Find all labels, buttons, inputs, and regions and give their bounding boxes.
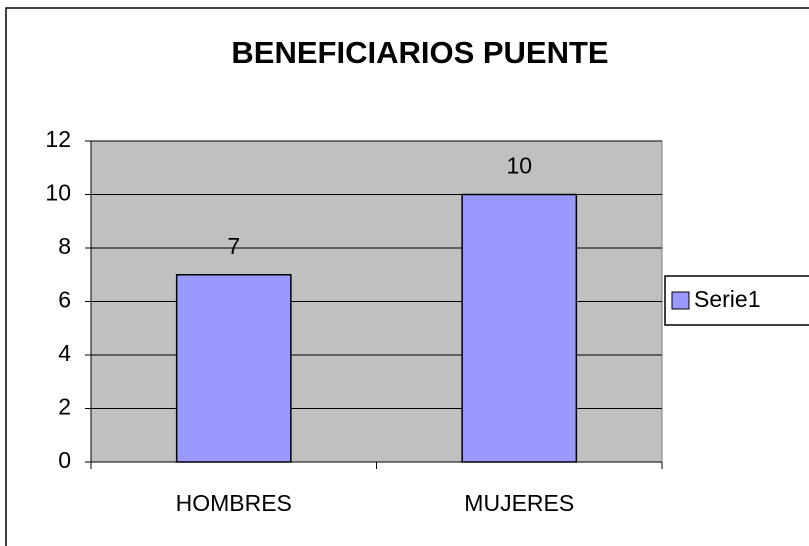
y-tick-label: 8 — [58, 233, 71, 259]
bar — [461, 193, 578, 463]
y-tick-label: 4 — [58, 340, 71, 366]
x-tick-label: HOMBRES — [176, 490, 292, 516]
x-tick-label: MUJERES — [464, 490, 574, 516]
data-label: 10 — [506, 153, 532, 179]
bar — [175, 274, 292, 463]
y-tick-label: 12 — [45, 126, 71, 152]
data-label: 7 — [227, 233, 240, 259]
y-tick-label: 10 — [45, 180, 71, 206]
legend-swatch — [671, 291, 690, 310]
y-tick-label: 2 — [58, 394, 71, 420]
chart-border — [5, 7, 809, 546]
chart-title: BENEFICIARIOS PUENTE — [231, 35, 608, 70]
y-tick-label: 6 — [58, 287, 71, 313]
y-tick-label: 0 — [58, 447, 71, 473]
legend-label: Serie1 — [694, 286, 760, 312]
legend-box — [664, 275, 809, 326]
